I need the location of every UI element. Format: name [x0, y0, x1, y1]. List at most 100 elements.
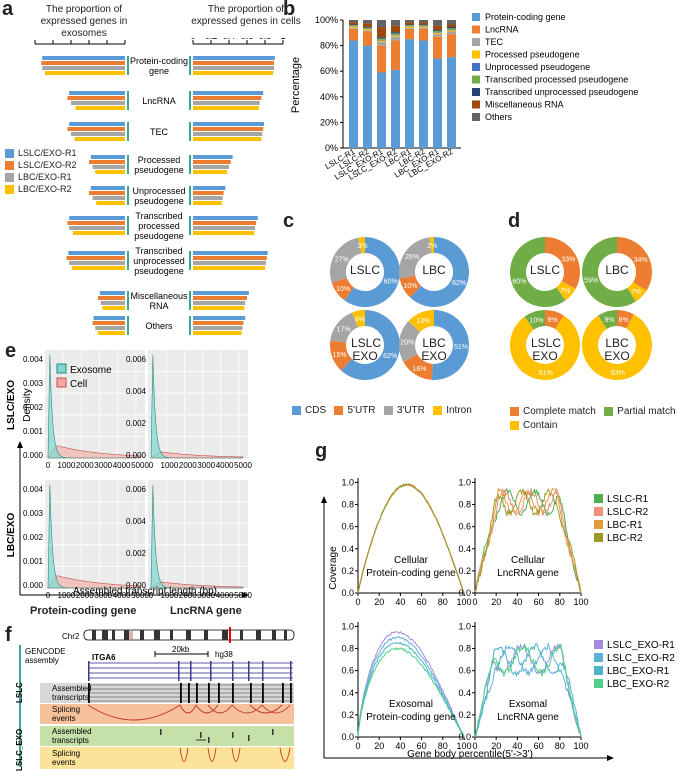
panel-g-chart: 0.0 0.2 0.4 0.6 0.8 1.0 0 20 40 60 80 100 Cellular Pr… [321, 477, 675, 761]
bar-cell [193, 326, 243, 330]
splice-arc [179, 704, 197, 714]
x-tick-label: 80 [438, 741, 448, 751]
stack-segment [405, 24, 414, 26]
donut-slice [545, 310, 564, 329]
legend-swatch [472, 50, 480, 59]
bar-cell [193, 155, 233, 159]
stack-segment [433, 58, 442, 148]
bar-cell [193, 127, 264, 131]
splice-arc [279, 747, 291, 762]
splicing-label: Splicing [52, 749, 80, 758]
group-marker [189, 155, 191, 174]
donut-slice [617, 310, 634, 329]
group-marker [127, 291, 129, 310]
stack-segment [391, 20, 400, 26]
legend-swatch [594, 520, 603, 529]
plot-background [148, 350, 248, 458]
stack-segment [447, 20, 456, 25]
stack-segment [447, 27, 456, 29]
donut-slice-label: 62% [452, 280, 466, 287]
splice-arc [207, 704, 233, 714]
donut-slice-label: 6% [355, 316, 365, 323]
y-tick-label: 0.000 [23, 581, 44, 590]
assembled-exon [188, 683, 190, 703]
donut-slice-label: 7% [631, 289, 641, 296]
category-label: Others [145, 321, 173, 331]
bar-exosome [71, 132, 125, 136]
chromosome-band [154, 630, 160, 640]
donut-slice [399, 275, 421, 298]
bar-exosome [95, 326, 125, 330]
panel-d-center-lslc: LSLC [529, 263, 561, 277]
x-tick-label: 2000 [76, 461, 94, 470]
stack-segment [405, 28, 414, 40]
bar-exosome [41, 61, 125, 65]
assembled-label: transcripts [52, 736, 89, 745]
donut-slice [545, 237, 580, 289]
bar-cell [193, 56, 275, 60]
y-tick-label: 0.002 [126, 549, 147, 558]
x-tick-label: 20 [491, 597, 501, 607]
chromosome-band [140, 630, 144, 640]
swatch-icon [433, 405, 443, 415]
legend-swatch [594, 679, 603, 688]
chromosome-band [204, 630, 208, 640]
bar-cell [193, 301, 246, 305]
stack-segment [419, 26, 428, 28]
panel-d-legend: Complete match Partial match Contain [510, 405, 676, 433]
gencode-exon [190, 661, 192, 681]
legend-item-complete-match: Complete match [510, 406, 596, 417]
group-marker [189, 316, 191, 335]
swatch-icon [5, 185, 14, 195]
donut-slice-label: 20% [400, 340, 414, 347]
coverage-line [474, 641, 582, 738]
assembled-exon [250, 683, 252, 703]
tick-label-right: 0.4 [223, 38, 236, 41]
subplot-title: LncRNA gene [497, 712, 559, 723]
bar-exosome [92, 165, 125, 169]
legend-item-lslc-exo-r1: LSLC/EXO-R1 [5, 147, 77, 159]
gencode-exon [232, 661, 234, 681]
donut-slice [331, 277, 354, 301]
splice-arc [195, 704, 219, 714]
bar-exosome [99, 291, 125, 295]
legend-swatch [472, 13, 480, 21]
x-axis-label: Assembled transcript length (bp) [73, 586, 217, 597]
donut-slice-label: 10% [336, 286, 350, 293]
legend-item-cds: CDS [292, 405, 326, 416]
y-tick-label: 0.004 [23, 485, 44, 494]
donut-slice-label: 10% [403, 283, 417, 290]
panel-c-center-lslc-exo: LSLC EXO [351, 336, 382, 363]
stack-segment [391, 32, 400, 34]
bar-exosome [69, 226, 125, 230]
x-tick-label: 20 [491, 741, 501, 751]
stack-segment [419, 24, 428, 26]
stack-segment [363, 20, 372, 24]
stack-segment [433, 20, 442, 26]
assembled-exon [282, 683, 284, 703]
legend-swatch [472, 75, 480, 84]
legend-swatch [472, 88, 480, 96]
assembled-label: Assembled [52, 684, 92, 693]
legend-label: Processed pseudogene [485, 50, 580, 60]
legend-label: LBC-R2 [607, 533, 643, 544]
stack-segment [391, 25, 400, 33]
stack-segment [377, 27, 386, 38]
bar-cell [193, 196, 223, 200]
donut-slice [429, 237, 434, 254]
subplot-title: Exsomal [509, 699, 547, 710]
legend-swatch-exosome [56, 363, 67, 374]
y-tick-label: 0.002 [126, 419, 147, 428]
y-axis-label: Coverage [328, 546, 339, 590]
panel-label-e: e [5, 340, 17, 362]
stack-segment [377, 40, 386, 42]
group-marker [127, 155, 129, 174]
group-marker [189, 56, 191, 75]
scale-label: 20kb [172, 645, 190, 654]
stack-segment [391, 35, 400, 37]
stack-segment [405, 25, 414, 26]
y-tick-label: 0.0 [341, 732, 354, 742]
bar-exosome [90, 186, 125, 190]
tick-label-right: 0.2 [205, 38, 218, 41]
chromosome-band [186, 630, 191, 640]
